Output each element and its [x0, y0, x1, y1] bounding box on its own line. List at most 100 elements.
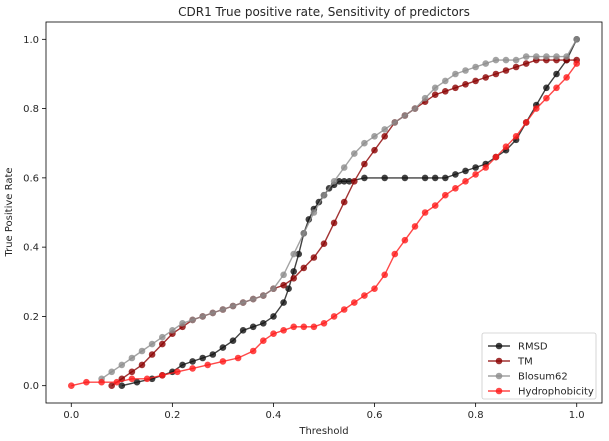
data-point: [128, 368, 136, 376]
data-point: [452, 84, 459, 92]
ticks-layer: 0.0 0.2 0.4 0.6 0.8 1.0 0.0 0.2 0.4 0.6 0.8 1.0: [23, 35, 585, 421]
data-point: [118, 382, 126, 390]
data-point: [573, 60, 580, 67]
data-point: [563, 53, 570, 60]
data-point: [330, 313, 338, 320]
data-point: [270, 330, 277, 338]
data-point: [68, 382, 75, 390]
data-point: [98, 378, 105, 386]
data-point: [310, 209, 318, 216]
data-point: [290, 323, 298, 331]
data-point: [522, 53, 530, 60]
data-point: [143, 375, 151, 383]
data-point: [260, 292, 267, 299]
data-point: [209, 309, 217, 317]
data-point: [411, 105, 419, 112]
data-point: [128, 354, 136, 362]
data-point: [300, 323, 308, 331]
data-point: [159, 372, 166, 379]
data-point: [310, 323, 318, 331]
data-point: [179, 361, 186, 369]
data-point: [573, 36, 580, 43]
data-point: [462, 167, 469, 175]
data-point: [543, 94, 550, 102]
data-point: [522, 60, 530, 67]
data-point: [391, 119, 399, 126]
data-point: [411, 223, 419, 230]
data-point: [381, 271, 389, 279]
legend-marker: [495, 372, 503, 380]
data-point: [563, 74, 570, 81]
data-point: [543, 84, 550, 92]
data-point: [189, 358, 196, 365]
data-point: [482, 74, 490, 81]
y-tick-label: 0.8: [23, 104, 39, 115]
data-point: [300, 230, 308, 237]
plot-frame: [45, 21, 603, 404]
data-point: [179, 320, 186, 327]
data-point: [340, 164, 348, 171]
data-point: [320, 320, 328, 327]
data-point: [280, 271, 287, 279]
legend-label: TM: [517, 357, 533, 368]
data-point: [381, 174, 389, 182]
legend-label: Blosum62: [518, 372, 568, 383]
x-tick-label: 0.8: [468, 410, 484, 421]
data-point: [361, 160, 368, 168]
data-point: [522, 119, 530, 126]
data-point: [472, 63, 479, 71]
data-point: [219, 358, 227, 365]
data-point: [189, 365, 196, 372]
y-axis-label: True Positive Rate: [4, 167, 15, 257]
data-point: [300, 264, 308, 272]
legend-marker: [495, 357, 503, 365]
data-point: [482, 164, 490, 171]
data-point: [553, 53, 560, 60]
data-point: [260, 320, 267, 327]
data-point: [239, 327, 247, 334]
legend-marker: [495, 342, 503, 350]
data-point: [452, 70, 459, 78]
data-point: [270, 285, 277, 293]
data-point: [320, 191, 328, 199]
data-point: [159, 333, 166, 341]
data-point: [174, 368, 181, 376]
data-point: [401, 112, 409, 119]
data-point: [148, 340, 156, 348]
y-tick-label: 1.0: [23, 35, 39, 46]
data-point: [401, 236, 409, 244]
data-point: [452, 185, 459, 192]
data-point: [290, 250, 298, 258]
data-point: [219, 344, 227, 351]
data-point: [335, 178, 343, 185]
data-point: [148, 351, 156, 358]
data-point: [290, 268, 298, 275]
data-point: [249, 347, 257, 355]
data-point: [204, 361, 211, 369]
data-point: [533, 105, 540, 112]
data-point: [295, 250, 303, 258]
data-point: [260, 337, 267, 345]
y-tick-label: 0.2: [23, 312, 39, 323]
data-point: [83, 378, 90, 386]
data-point: [320, 240, 328, 247]
data-point: [553, 70, 560, 78]
data-point: [133, 378, 141, 386]
data-point: [159, 340, 166, 348]
data-point: [502, 143, 510, 150]
data-point: [340, 198, 348, 206]
data-point: [502, 67, 510, 74]
data-point: [361, 292, 368, 299]
data-point: [462, 178, 469, 185]
data-point: [290, 275, 298, 282]
x-tick-label: 1.0: [569, 410, 585, 421]
data-point: [452, 171, 459, 178]
data-point: [472, 171, 479, 178]
data-point: [351, 150, 358, 157]
data-point: [285, 285, 292, 293]
data-point: [492, 70, 500, 78]
data-point: [371, 146, 378, 154]
data-point: [118, 361, 126, 369]
legend: RMSD TM Blosum62 Hydrophobicity: [481, 332, 597, 400]
data-point: [371, 133, 378, 140]
